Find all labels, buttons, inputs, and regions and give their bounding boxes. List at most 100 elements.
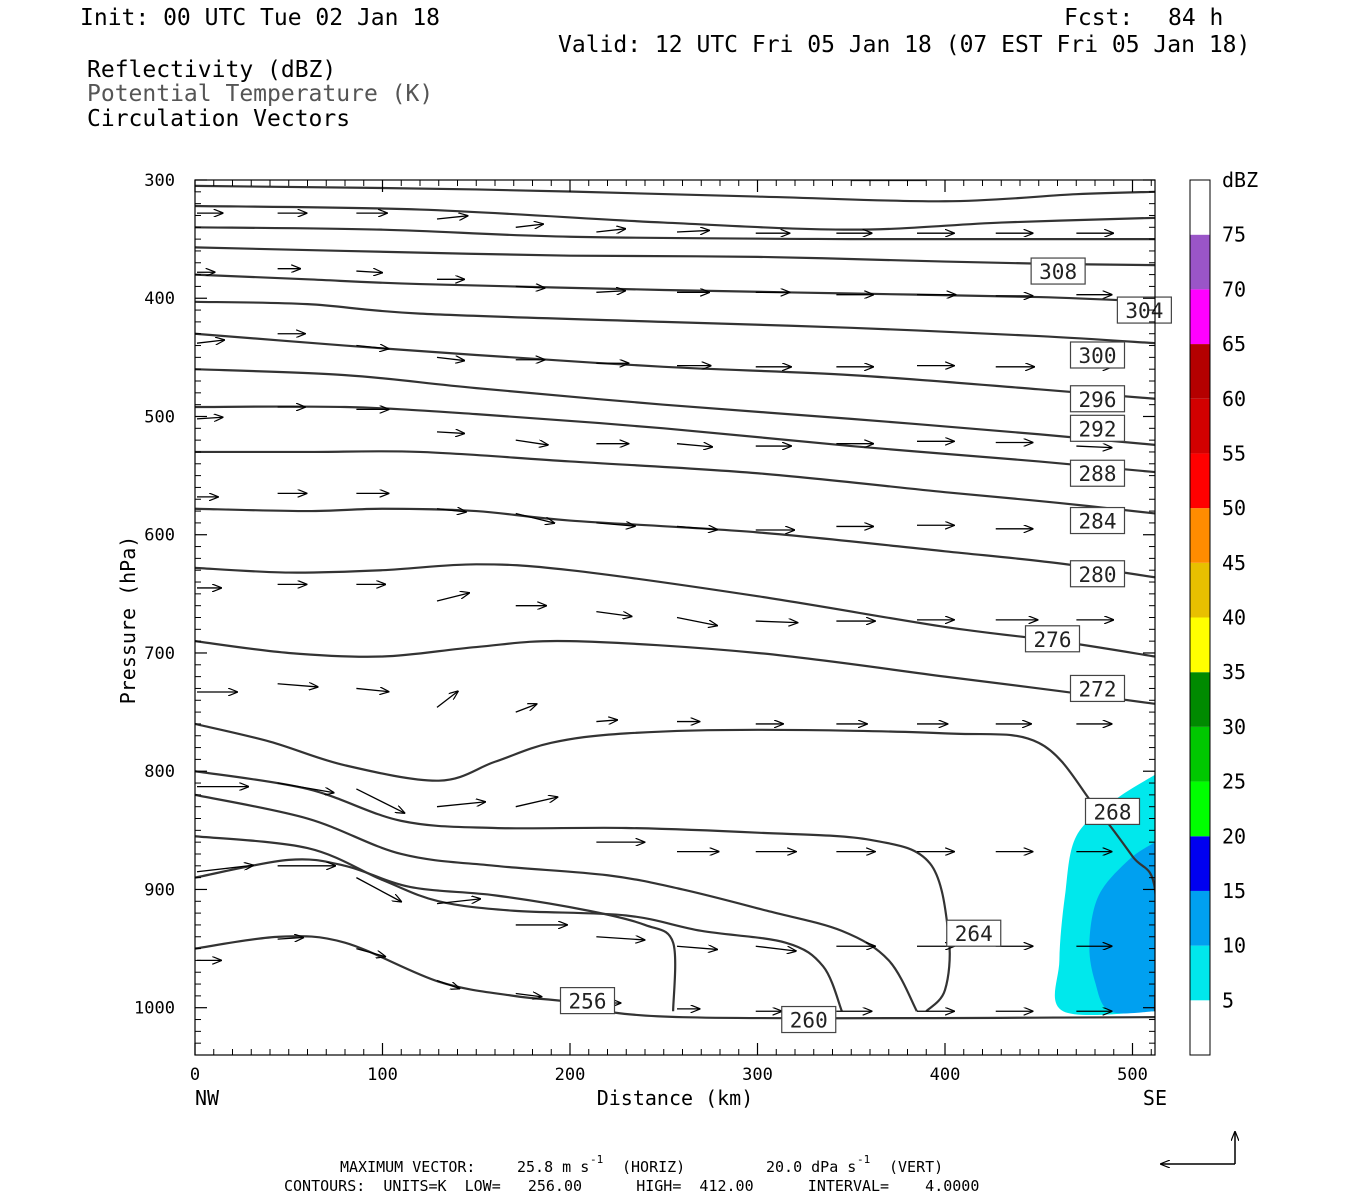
y-tick-label: 500 [144, 407, 175, 427]
contour-label-box-272 [1069, 674, 1126, 703]
max-vector-vert-unit: (VERT) [889, 1158, 943, 1176]
x-tick-label: 300 [742, 1065, 773, 1085]
max-vector-horiz: 25.8 m s [517, 1158, 589, 1176]
circulation-vector [436, 593, 469, 602]
colorbar-segment [1190, 781, 1210, 837]
colorbar-tick-label: 10 [1222, 934, 1246, 958]
colorbar-segment [1190, 726, 1210, 782]
circulation-vector [515, 797, 558, 808]
contour-label-272: 272 [1079, 677, 1117, 701]
theta-contour-284 [195, 450, 1155, 515]
contour-label-box-264 [946, 919, 1002, 947]
colorbar-segment [1190, 562, 1210, 618]
circulation-vector [515, 439, 548, 445]
contour-label-box-308 [1030, 257, 1086, 285]
circulation-vector [277, 782, 334, 793]
colorbar-segment [1190, 617, 1210, 673]
circulation-vector [596, 610, 631, 617]
contour-label-280: 280 [1079, 563, 1117, 587]
circulation-vector [515, 224, 543, 227]
x-tick-label: 0 [190, 1065, 200, 1085]
colorbar: 5 10 15 20 25 30 35 40 45 50 55 60 65 70 75 [1189, 179, 1246, 1056]
circulation-vector [596, 229, 625, 232]
circulation-vector [515, 512, 554, 523]
theta-contour-264 [195, 770, 951, 1013]
theta-contour-272 [195, 639, 1155, 705]
colorbar-segment [1190, 180, 1210, 235]
colorbar-tick-label: 50 [1222, 496, 1246, 520]
colorbar-segment [1190, 453, 1210, 509]
colorbar-tick-label: 65 [1222, 332, 1246, 356]
circulation-vector [436, 802, 485, 808]
contour-label-288: 288 [1079, 462, 1117, 486]
contour-label-box-288 [1069, 459, 1126, 487]
colorbar-tick-label: 25 [1222, 770, 1246, 794]
valid-time: Valid: 12 UTC Fri 05 Jan 18 (07 EST Fri … [558, 32, 1250, 58]
y-tick-label: 400 [144, 289, 175, 309]
colorbar-segment [1190, 344, 1210, 399]
contour-label-304: 304 [1125, 299, 1163, 323]
reflectivity-area-10dbz [1089, 842, 1155, 1014]
circulation-vector [356, 947, 385, 957]
max-vector-horiz-exponent: -1 [590, 1153, 603, 1166]
contour-info: CONTOURS: UNITS=K LOW= 256.00 HIGH= 412.… [284, 1177, 979, 1195]
theta-contour-260 [195, 835, 843, 1012]
colorbar-segment [1190, 289, 1210, 345]
x-tick-label: 100 [367, 1065, 398, 1085]
circulation-vector [436, 899, 480, 905]
circulation-vector [676, 526, 717, 529]
max-vector-vert: 20.0 dPa s [766, 1158, 856, 1176]
circulation-vector [596, 291, 625, 293]
theta-contours-layer [195, 180, 1155, 1020]
circulation-vector [596, 720, 617, 722]
colorbar-tick-label: 60 [1222, 387, 1246, 411]
circulation-vector [596, 937, 644, 940]
contour-label-260: 260 [790, 1009, 828, 1033]
y-tick-label: 900 [144, 880, 175, 900]
plot-frame [194, 179, 1156, 1056]
theta-contour-304 [195, 273, 1155, 303]
circulation-vector [436, 357, 464, 360]
circulation-vector [676, 946, 717, 949]
x-tick-label: 200 [555, 1065, 586, 1085]
circulation-vector [356, 788, 404, 813]
colorbar-segment [1190, 890, 1210, 946]
contour-label-box-300 [1069, 341, 1126, 369]
theta-contour-260 [195, 858, 677, 1012]
colorbar-frame [1189, 179, 1211, 1056]
circulation-vector [515, 994, 542, 997]
circulation-vector [515, 286, 545, 288]
theta-contour-296 [195, 332, 1155, 400]
y-tick-label: 300 [144, 171, 175, 191]
forecast-label: Fcst: [1064, 5, 1133, 31]
y-tick-label: 600 [144, 526, 175, 546]
contour-label-300: 300 [1079, 344, 1117, 368]
colorbar-tick-label: 20 [1222, 824, 1246, 848]
colorbar-segment [1190, 398, 1210, 454]
forecast-hour: 84 h [1168, 5, 1223, 31]
circulation-vector [436, 979, 459, 989]
circulation-vector [436, 509, 466, 512]
field-reflectivity: Reflectivity (dBZ) [87, 57, 336, 83]
circulation-vector [356, 271, 382, 273]
colorbar-title: dBZ [1222, 168, 1258, 192]
colorbar-tick-label: 40 [1222, 606, 1246, 630]
theta-contour-316 [195, 204, 1155, 231]
circulation-vector [436, 432, 464, 434]
colorbar-tick-label: 45 [1222, 551, 1246, 575]
contour-labels-layer: 256 260 264 268 272 276 280 284 288 292 296 300 304 3… [559, 257, 1172, 1034]
circulation-vector [277, 938, 304, 940]
theta-contour-288 [195, 405, 1155, 474]
circulation-vector [676, 230, 709, 232]
circulation-vector [356, 688, 388, 691]
contour-label-box-296 [1069, 385, 1126, 413]
contour-label-box-280 [1069, 560, 1126, 588]
colorbar-segment [1190, 836, 1210, 891]
theta-contour-292 [195, 368, 1155, 446]
y-tick-label: 1000 [134, 999, 175, 1019]
theta-contour-300 [195, 300, 1155, 345]
circulation-vector [676, 616, 717, 626]
contour-label-box-260 [781, 1005, 837, 1034]
reference-vector [1161, 1132, 1235, 1164]
circulation-vector [356, 877, 401, 902]
